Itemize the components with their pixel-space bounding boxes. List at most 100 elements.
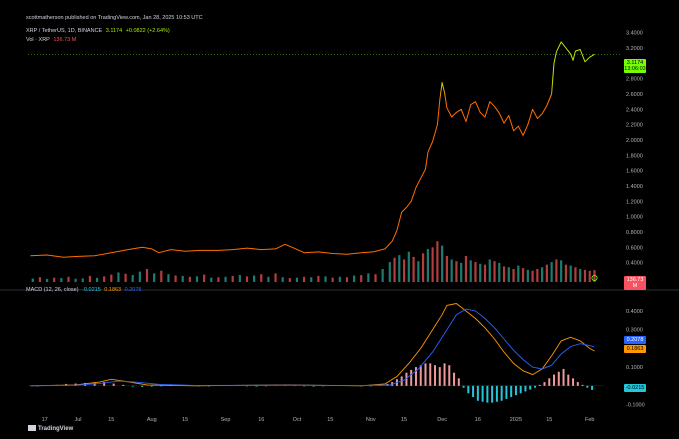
- volume-bar: [60, 278, 63, 282]
- macd-histogram-bar: [160, 385, 163, 387]
- volume-bar: [88, 275, 91, 282]
- volume-bar: [583, 269, 587, 282]
- volume-bar: [593, 270, 596, 282]
- macd-badge: 0.1863: [624, 345, 646, 353]
- volume-bar: [388, 262, 391, 282]
- macd-histogram-bar: [255, 385, 258, 387]
- volume-bar: [367, 273, 370, 282]
- volume-bar: [564, 264, 568, 282]
- volume-bar: [402, 259, 406, 282]
- macd-histogram-bar: [303, 385, 306, 387]
- volume-bar: [95, 277, 99, 282]
- volume-bar: [160, 270, 163, 282]
- volume-bar: [381, 269, 384, 282]
- price-legend: XRP / TetherUS, 1D, BINANCE 3.1174 +0.08…: [26, 28, 172, 34]
- macd-histogram-bar: [472, 385, 475, 398]
- volume-bar: [493, 261, 496, 282]
- macd-histogram-bar: [481, 385, 484, 402]
- macd-histogram-bar: [538, 384, 541, 386]
- macd-histogram-bar: [443, 363, 446, 386]
- volume-bar: [324, 276, 327, 282]
- price-change: +0.0822 (+2.64%): [125, 28, 170, 34]
- volume-bar: [331, 277, 334, 282]
- price-axis-tick: 3.4000: [626, 31, 643, 37]
- price-axis-tick: 1.0000: [626, 215, 643, 221]
- volume-bar: [393, 257, 396, 282]
- volume-bar: [464, 256, 468, 282]
- macd-histogram-bar: [122, 384, 125, 386]
- volume-bar: [560, 260, 563, 282]
- volume-bar: [352, 275, 356, 282]
- volume-bar: [103, 276, 106, 282]
- macd-histogram-bar: [495, 385, 498, 402]
- volume-bar: [145, 269, 149, 282]
- macd-histogram-bar: [572, 378, 575, 386]
- price-axis-tick: 1.2000: [626, 199, 643, 205]
- volume-bar: [81, 278, 84, 282]
- macd-histogram-bar: [410, 369, 413, 386]
- time-axis-tick: Jul: [74, 417, 81, 423]
- macd-histogram-bar: [476, 385, 479, 401]
- macd-histogram-bar: [586, 385, 589, 388]
- macd-histogram-bar: [467, 385, 470, 394]
- macd-histogram-bar: [312, 385, 315, 387]
- macd-histogram-bar: [438, 367, 441, 386]
- price-axis-tick: 1.6000: [626, 169, 643, 175]
- macd-histogram-bar: [486, 385, 489, 403]
- volume-bar: [53, 277, 56, 282]
- macd-histogram-bar: [491, 385, 494, 403]
- time-axis-tick: Dec: [437, 417, 447, 423]
- time-axis-tick: 15: [327, 417, 333, 423]
- volume-bar: [38, 277, 42, 282]
- volume-bar: [181, 275, 184, 282]
- macd-histogram-bar: [448, 365, 451, 386]
- volume-bar: [288, 278, 291, 282]
- volume-bar: [574, 267, 577, 282]
- price-badge-value: 3.1174: [626, 60, 644, 66]
- price-line: [30, 41, 595, 258]
- volume-bar: [238, 275, 241, 282]
- macd-histogram-bar: [414, 367, 417, 386]
- price-axis-tick: 0.4000: [626, 261, 643, 267]
- macd-histogram-bar: [576, 382, 579, 386]
- volume-bar: [45, 278, 49, 282]
- macd-histogram-bar: [103, 382, 106, 386]
- macd-histogram-bar: [245, 385, 248, 387]
- volume-bar: [488, 259, 491, 282]
- volume-bar: [407, 251, 410, 282]
- volume-bar: [245, 276, 249, 282]
- macd-histogram-bar: [112, 383, 115, 386]
- volume-badge: 136.73 M: [624, 276, 646, 290]
- time-axis-tick: 15: [182, 417, 188, 423]
- macd-histogram-bar: [524, 385, 527, 392]
- time-axis-tick: 17: [42, 417, 48, 423]
- time-axis-tick: Oct: [293, 417, 302, 423]
- macd-histogram-bar: [567, 374, 570, 386]
- macd-axis-tick: 0.3000: [626, 328, 643, 334]
- volume-bar: [260, 274, 263, 282]
- time-axis-tick: 15: [108, 417, 114, 423]
- price-axis-tick: 2.4000: [626, 107, 643, 113]
- macd-histogram-bar: [424, 363, 427, 386]
- macd-histogram-bar: [553, 374, 556, 386]
- volume-bar: [374, 274, 377, 282]
- volume-bar: [267, 276, 270, 282]
- volume-bar: [507, 267, 510, 282]
- macd-axis-tick: 0.1000: [626, 365, 643, 371]
- volume-bar: [188, 276, 191, 282]
- volume-value: 136.73 M: [53, 37, 77, 43]
- macd-histogram-bar: [453, 372, 456, 386]
- macd-histogram-bar: [500, 385, 503, 401]
- price-axis-tick: 0.6000: [626, 245, 643, 251]
- macd-histogram-bar: [419, 365, 422, 386]
- volume-bar: [417, 261, 420, 282]
- volume-bar: [545, 264, 548, 282]
- macd-histogram-bar: [457, 378, 460, 386]
- tradingview-logo-icon: [28, 425, 36, 431]
- tradingview-logo: TradingView: [28, 425, 73, 432]
- volume-bar: [498, 262, 501, 282]
- price-axis-tick: 2.6000: [626, 92, 643, 98]
- volume-bar: [398, 255, 401, 282]
- volume-bar: [569, 265, 572, 282]
